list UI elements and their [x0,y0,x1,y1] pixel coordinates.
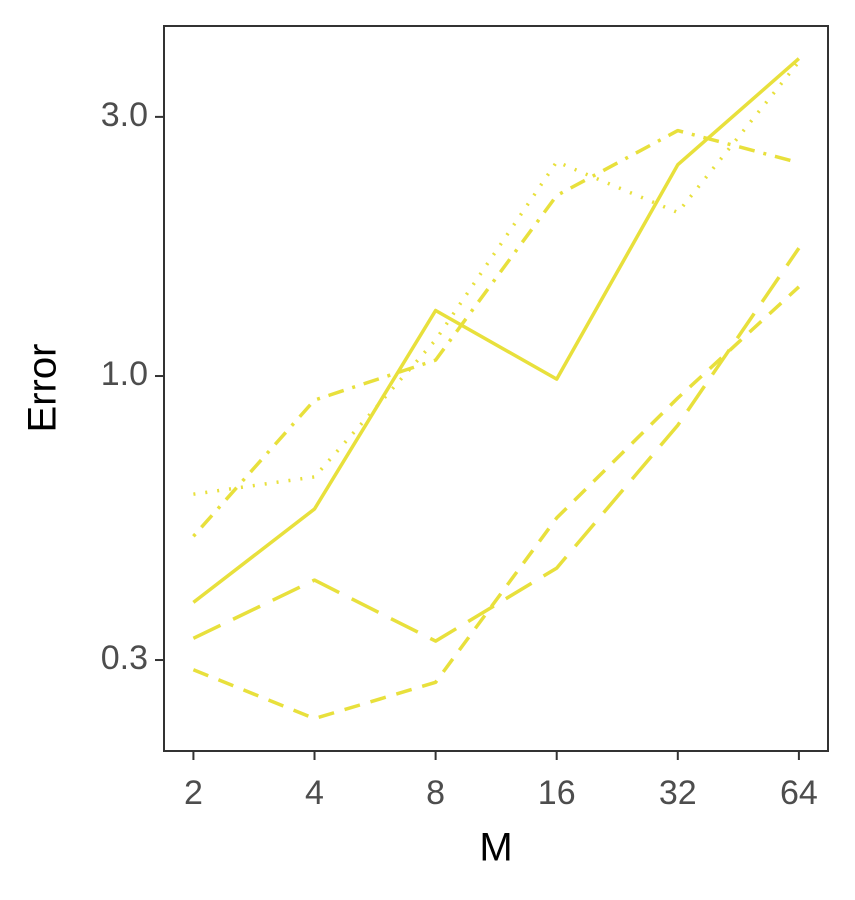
y-tick-label: 0.3 [101,639,148,677]
x-tick-label: 16 [538,774,576,812]
series-line [192,57,801,604]
x-axis-title: M [479,826,512,870]
y-tick-label: 3.0 [101,96,148,134]
series-line [193,60,801,496]
series-line [192,247,801,643]
plot-frame [163,25,829,752]
x-tick-label: 64 [780,774,818,812]
x-tick-label: 4 [305,774,324,812]
y-axis-title: Error [21,344,65,433]
x-tick-label: 8 [426,774,445,812]
series-line [192,285,801,721]
series-line [192,128,800,538]
y-tick-label: 1.0 [101,355,148,393]
x-tick-label: 2 [184,774,203,812]
x-tick-label: 32 [659,774,697,812]
